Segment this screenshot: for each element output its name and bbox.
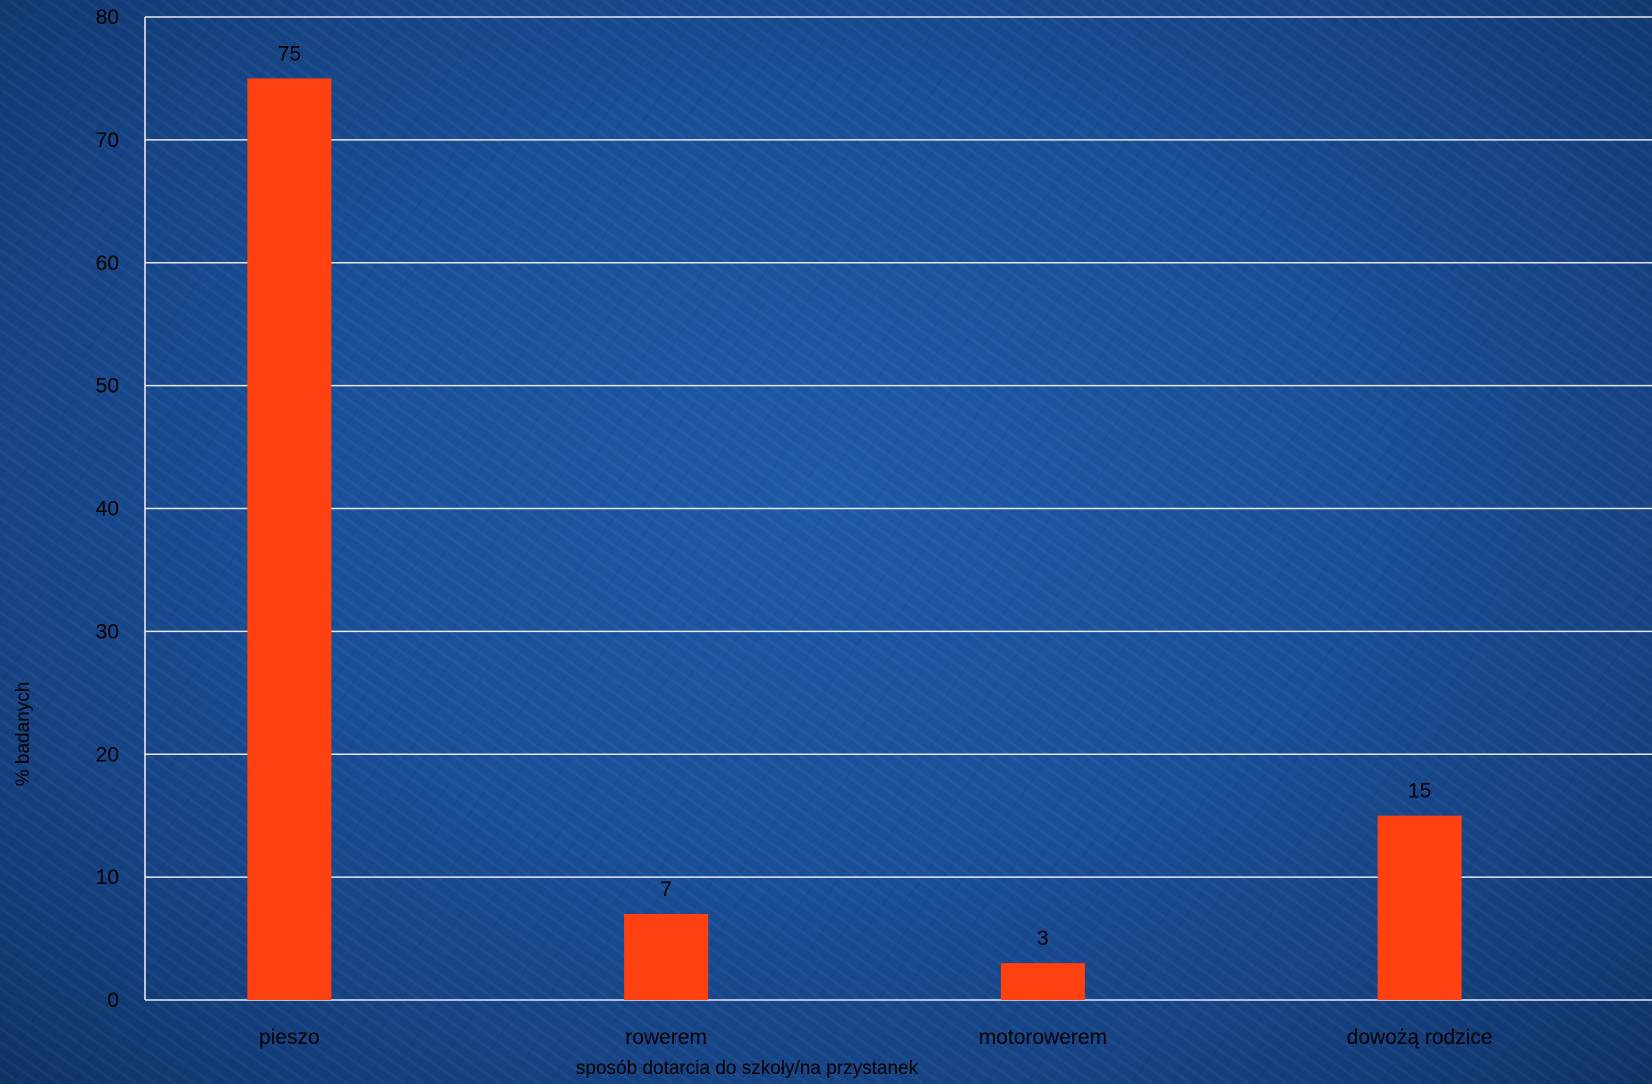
bar-3 <box>1000 963 1085 1000</box>
data-label: 15 <box>1408 780 1431 803</box>
y-tick-label: 60 <box>96 252 119 275</box>
data-label: 75 <box>278 42 301 65</box>
x-category-label: rowerem <box>625 1026 707 1049</box>
gridlines <box>144 16 1652 1001</box>
data-label: 3 <box>1037 927 1049 950</box>
y-tick-label: 0 <box>107 989 119 1012</box>
data-labels: 75 7 3 15 <box>278 42 1432 950</box>
x-axis-categories: pieszo rowerem motorowerem dowożą rodzice <box>259 1026 1493 1049</box>
y-axis-ticks: 0 10 20 30 40 50 60 70 80 <box>96 6 119 1012</box>
y-tick-label: 70 <box>96 129 119 152</box>
y-axis-title: % badanych <box>13 682 34 787</box>
y-tick-label: 20 <box>96 743 119 766</box>
x-category-label: pieszo <box>259 1026 320 1049</box>
y-tick-label: 10 <box>96 866 119 889</box>
bars <box>247 78 1462 1000</box>
y-tick-label: 80 <box>96 6 119 29</box>
y-tick-label: 30 <box>96 620 119 643</box>
y-tick-label: 50 <box>96 375 119 398</box>
y-tick-label: 40 <box>96 498 119 521</box>
x-axis-title: sposób dotarcia do szkoły/na przystanek <box>576 1058 919 1079</box>
x-category-label: dowożą rodzice <box>1347 1026 1493 1049</box>
bar-1 <box>247 78 332 1000</box>
bar-2 <box>624 913 709 1000</box>
x-category-label: motorowerem <box>979 1026 1107 1049</box>
bar-4 <box>1377 815 1462 1000</box>
data-label: 7 <box>660 878 672 901</box>
